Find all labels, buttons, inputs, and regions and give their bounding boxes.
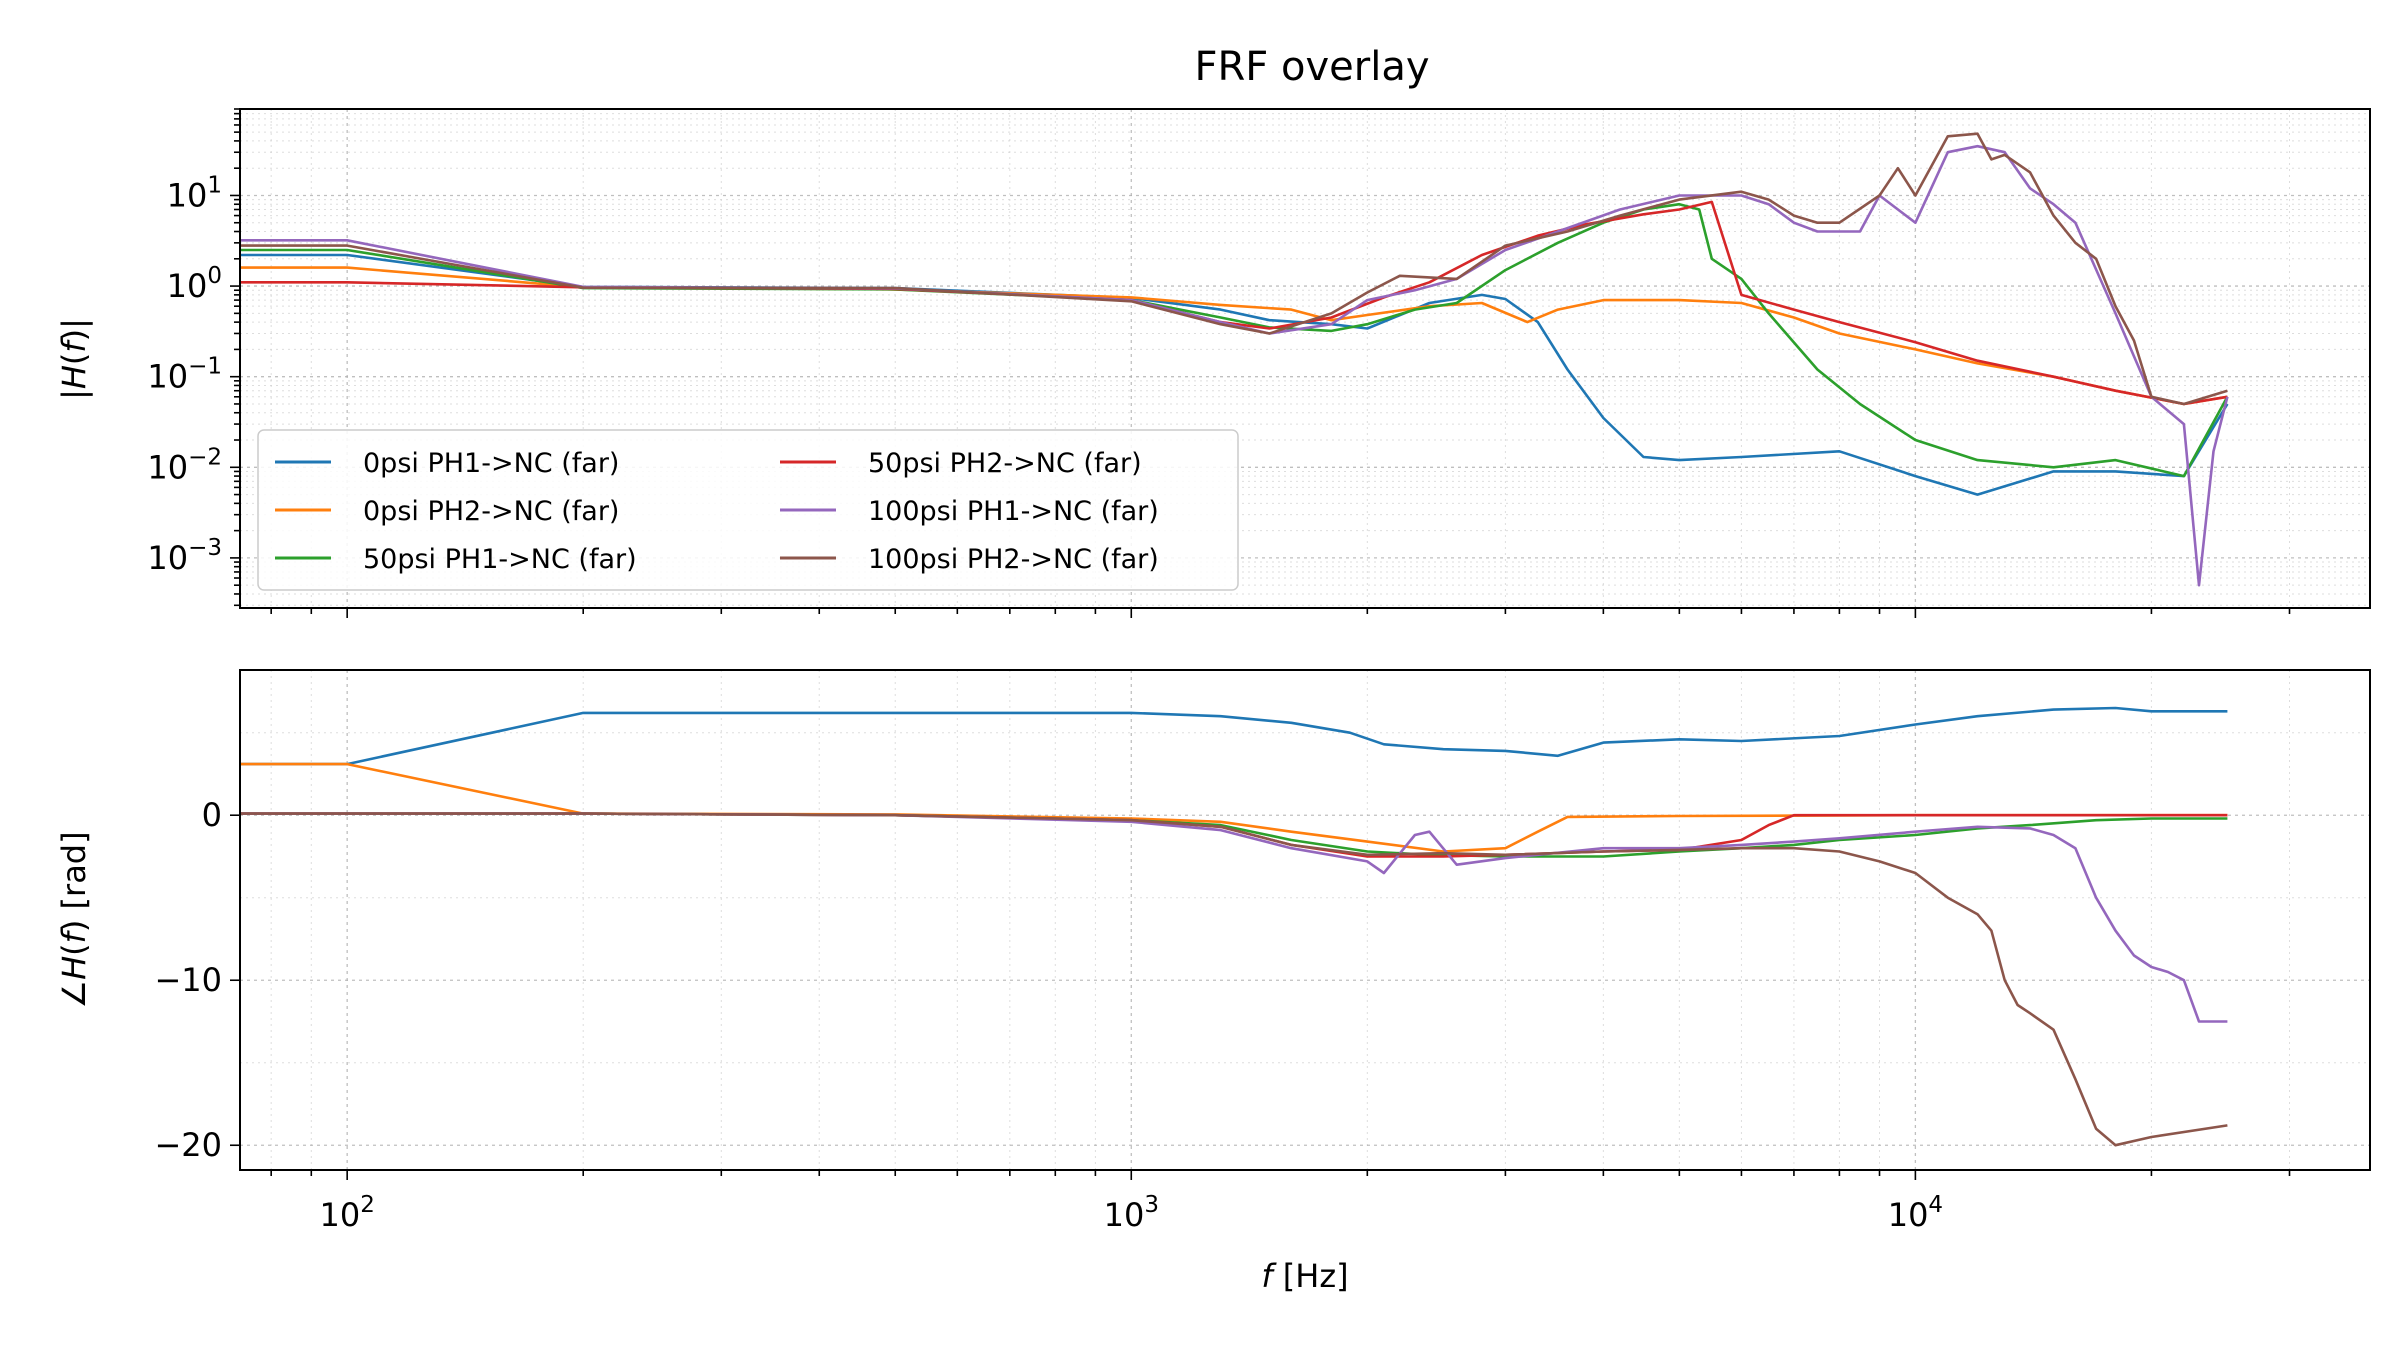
phase-series-line-1: [240, 706, 2228, 766]
legend-box: [257, 429, 1239, 591]
magnitude-axes-frame: [239, 108, 2371, 609]
phase-series-line-3: [240, 812, 2228, 858]
legend-label: 50psi PH1->NC (far): [363, 544, 637, 575]
magnitude-series-line-4: [240, 200, 2228, 406]
legend: 0psi PH1->NC (far) 0psi PH2->NC (far) 50ps…: [257, 429, 1239, 591]
phase-series-line-6: [240, 812, 2228, 1147]
magnitude-series-line-3: [240, 202, 2229, 478]
magnitude-y-tick-label: 10−1: [147, 354, 222, 396]
magnitude-y-tick-label: 101: [167, 172, 222, 214]
magnitude-ylabel: |H(f)|: [55, 318, 93, 400]
magnitude-ticks: 10−3 10−2 10−1 100 101: [147, 108, 2291, 618]
magnitude-y-tick-label: 100: [167, 263, 222, 305]
phase-y-tick-label: 0: [202, 796, 222, 834]
phase-x-tick-label: 104: [1888, 1192, 1943, 1234]
legend-items: 0psi PH1->NC (far) 0psi PH2->NC (far) 50ps…: [275, 448, 1159, 575]
phase-x-tick-label: 103: [1104, 1192, 1159, 1234]
magnitude-series: [240, 132, 2229, 587]
legend-label: 50psi PH2->NC (far): [868, 448, 1142, 479]
magnitude-y-tick-label: 10−2: [147, 444, 222, 486]
magnitude-series-line-2: [240, 266, 2228, 406]
chart-title: FRF overlay: [1194, 44, 1429, 90]
legend-label: 100psi PH2->NC (far): [868, 544, 1159, 575]
legend-label: 0psi PH1->NC (far): [363, 448, 619, 479]
phase-ticks: 102 103 104 0 −10 −20: [154, 796, 2291, 1234]
phase-grid: [240, 670, 2370, 1170]
phase-series-line-5: [240, 812, 2228, 1023]
phase-y-tick-label: −10: [154, 961, 222, 999]
phase-series-line-2: [240, 762, 2228, 853]
phase-series-line-4: [240, 812, 2228, 858]
phase-axes-frame: [239, 669, 2371, 1171]
legend-label: 0psi PH2->NC (far): [363, 496, 619, 527]
phase-ylabel: ∠H(f) [rad]: [55, 831, 93, 1008]
phase-y-tick-label: −20: [154, 1126, 222, 1164]
phase-series: [240, 706, 2228, 1147]
phase-panel: 102 103 104 0 −10 −20 ∠H(f) [rad] f [Hz]: [55, 669, 2371, 1295]
magnitude-series-line-6: [240, 132, 2228, 406]
legend-label: 100psi PH1->NC (far): [868, 496, 1159, 527]
magnitude-y-tick-label: 10−3: [147, 535, 222, 577]
phase-xlabel: f [Hz]: [1261, 1257, 1348, 1295]
phase-x-tick-label: 102: [319, 1192, 374, 1234]
magnitude-panel: 10−3 10−2 10−1 100 101 |H(f)| 0psi PH1->NC (…: [55, 108, 2371, 618]
